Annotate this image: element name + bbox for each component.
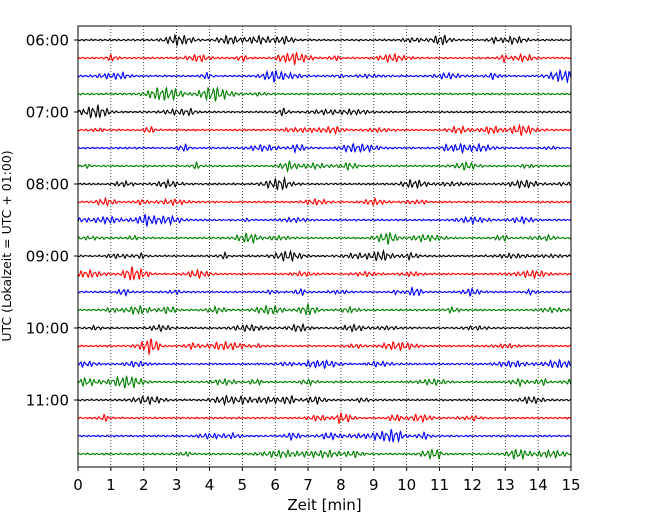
x-tick-label: 0 <box>73 476 83 494</box>
x-axis-label: Zeit [min] <box>287 496 361 514</box>
trace-0845 <box>77 231 572 245</box>
x-tick-label: 10 <box>397 476 416 494</box>
trace-0715 <box>77 123 572 137</box>
trace-0630 <box>77 68 572 84</box>
trace-1015 <box>77 338 572 356</box>
trace-0645 <box>77 86 572 102</box>
trace-0615 <box>77 51 572 66</box>
trace-0745 <box>77 159 572 174</box>
trace-1045 <box>77 374 572 389</box>
y-axis-label: UTC (Lokalzeit = UTC + 01:00) <box>0 150 14 341</box>
x-tick-label: 14 <box>529 476 548 494</box>
x-tick-label: 15 <box>561 476 580 494</box>
y-tick-label: 06:00 <box>26 32 69 50</box>
x-tick-label: 1 <box>106 476 116 494</box>
trace-0815 <box>77 196 572 208</box>
trace-1100 <box>77 394 572 407</box>
y-axis-ticks: 06:00 07:00 08:00 09:00 10:00 11:00 <box>26 32 78 410</box>
trace-0600 <box>77 33 572 48</box>
x-tick-label: 7 <box>303 476 313 494</box>
x-axis-ticks: 0 1 2 3 4 5 6 7 8 9 10 11 12 13 14 15 <box>73 467 581 494</box>
trace-1000 <box>77 322 572 333</box>
trace-1130 <box>77 428 572 444</box>
trace-0830 <box>77 214 572 228</box>
trace-1030 <box>77 358 572 370</box>
y-tick-label: 08:00 <box>26 176 69 194</box>
y-tick-label: 10:00 <box>26 320 69 338</box>
x-tick-label: 4 <box>205 476 215 494</box>
x-tick-label: 9 <box>369 476 379 494</box>
trace-0700 <box>77 103 572 119</box>
trace-lines <box>77 33 572 461</box>
y-tick-label: 11:00 <box>26 392 69 410</box>
trace-1115 <box>77 411 572 425</box>
x-tick-label: 11 <box>430 476 449 494</box>
trace-0945 <box>77 302 572 317</box>
x-tick-label: 8 <box>336 476 346 494</box>
trace-0930 <box>77 285 572 298</box>
plot-frame <box>77 25 572 468</box>
trace-1145 <box>77 448 572 461</box>
trace-0800 <box>77 175 572 191</box>
x-tick-label: 3 <box>172 476 182 494</box>
y-tick-label: 07:00 <box>26 104 69 122</box>
x-tick-label: 5 <box>238 476 248 494</box>
x-tick-label: 6 <box>270 476 280 494</box>
trace-0900 <box>77 248 572 263</box>
trace-0915 <box>77 266 572 281</box>
x-tick-label: 12 <box>463 476 482 494</box>
trace-0730 <box>77 142 572 155</box>
x-tick-label: 13 <box>496 476 515 494</box>
x-tick-label: 2 <box>139 476 149 494</box>
y-tick-label: 09:00 <box>26 248 69 266</box>
